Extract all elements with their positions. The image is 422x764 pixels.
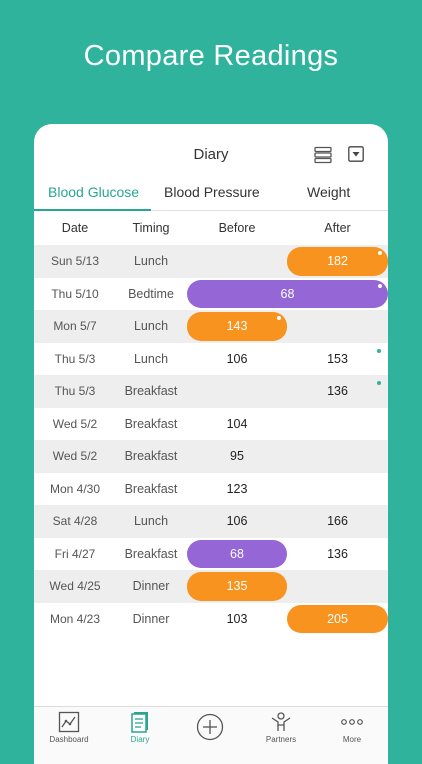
row-date: Mon 4/30 <box>49 481 101 496</box>
row-timing: Breakfast <box>124 546 178 561</box>
row-before-value: 106 <box>226 351 248 366</box>
nav-label: Partners <box>265 735 297 744</box>
row-before-value <box>187 245 287 278</box>
reading-pill: 68 <box>187 279 388 308</box>
row-date: Wed 5/2 <box>52 449 98 463</box>
table-row[interactable]: Fri 4/27 Breakfast 68 136 <box>34 538 388 571</box>
row-after-value <box>287 310 388 343</box>
row-after-value <box>287 408 388 441</box>
column-header-after: After <box>324 221 351 235</box>
row-before-value: 123 <box>226 481 248 496</box>
note-indicator <box>277 316 281 320</box>
row-date: Thu 5/10 <box>51 286 99 301</box>
table-row[interactable]: Mon 4/23 Dinner 103 205 <box>34 603 388 636</box>
row-date: Wed 5/2 <box>52 416 98 431</box>
tab-bar: Blood Glucose Blood Pressure Weight <box>34 182 388 211</box>
list-view-icon[interactable] <box>314 146 332 164</box>
bottom-nav: Dashboard Diary Par <box>34 706 388 764</box>
reading-pill: 182 <box>287 247 388 276</box>
reading-pill: 143 <box>187 312 287 341</box>
nav-label: Diary <box>130 735 150 744</box>
top-bar: Diary <box>34 124 388 182</box>
reading-pill: 205 <box>287 604 388 633</box>
row-before-value: 103 <box>226 611 248 626</box>
nav-diary[interactable]: Diary <box>105 711 175 744</box>
row-timing: Breakfast <box>124 449 178 463</box>
table-row[interactable]: Thu 5/3 Breakfast 136 <box>34 375 388 408</box>
row-after-value <box>287 570 388 603</box>
dropdown-icon[interactable] <box>348 146 364 162</box>
tab-blood-pressure[interactable]: Blood Pressure <box>164 184 260 200</box>
dashboard-icon <box>58 711 80 733</box>
table-row[interactable]: Thu 5/3 Lunch 106 153 <box>34 343 388 376</box>
row-timing: Breakfast <box>124 481 178 496</box>
row-after-value: 153 <box>327 351 348 366</box>
headline: Compare Readings <box>83 40 339 72</box>
row-timing: Lunch <box>133 514 169 528</box>
row-timing: Breakfast <box>124 384 178 398</box>
table-row[interactable]: Wed 5/2 Breakfast 104 <box>34 408 388 441</box>
row-after-value: 166 <box>327 514 348 528</box>
row-before-value: 104 <box>226 416 248 431</box>
column-header-before: Before <box>218 221 256 235</box>
row-after-value: 136 <box>327 384 348 398</box>
row-date: Sun 5/13 <box>50 254 100 268</box>
reading-pill: 68 <box>187 539 287 568</box>
row-date: Sat 4/28 <box>52 514 98 528</box>
note-indicator <box>377 381 381 385</box>
table-row[interactable]: Mon 4/30 Breakfast 123 <box>34 473 388 506</box>
table-row[interactable]: Wed 4/25 Dinner 135 <box>34 570 388 603</box>
table-row[interactable]: Wed 5/2 Breakfast 95 <box>34 440 388 473</box>
page-title: Diary <box>193 146 229 163</box>
note-indicator <box>378 283 382 288</box>
partners-icon <box>271 712 291 731</box>
note-indicator <box>378 251 382 255</box>
nav-label: More <box>342 735 362 744</box>
row-date: Thu 5/3 <box>54 384 96 398</box>
app-screen: Diary Blood Glucose Blood Pressure Weigh… <box>34 124 388 764</box>
row-before-value <box>187 375 287 408</box>
row-date: Thu 5/3 <box>54 351 96 366</box>
column-header-timing: Timing <box>132 221 170 235</box>
row-timing: Lunch <box>133 254 169 268</box>
row-timing: Lunch <box>133 319 169 333</box>
add-icon <box>196 713 224 741</box>
row-timing: Bedtime <box>128 286 174 301</box>
nav-more[interactable]: More <box>317 711 387 744</box>
nav-add[interactable] <box>175 713 245 743</box>
diary-icon <box>131 712 148 733</box>
row-date: Wed 4/25 <box>49 579 101 593</box>
row-after-value: 136 <box>327 546 348 561</box>
table-row[interactable]: Mon 5/7 Lunch 143 <box>34 310 388 343</box>
note-indicator <box>377 348 381 353</box>
reading-pill: 135 <box>187 572 287 601</box>
row-after-value <box>287 440 388 473</box>
more-icon <box>341 719 363 725</box>
table-row[interactable]: Thu 5/10 Bedtime 68 <box>34 278 388 311</box>
tab-weight[interactable]: Weight <box>307 184 351 200</box>
column-header-date: Date <box>61 221 89 235</box>
tab-blood-glucose[interactable]: Blood Glucose <box>48 184 140 200</box>
table-row[interactable]: Sat 4/28 Lunch 106 166 <box>34 505 388 538</box>
row-before-value: 95 <box>230 449 244 463</box>
active-tab-indicator <box>34 209 151 211</box>
nav-label: Dashboard <box>49 735 89 744</box>
row-before-value: 106 <box>226 514 248 528</box>
row-date: Fri 4/27 <box>54 546 96 561</box>
row-after-value <box>287 473 388 506</box>
row-timing: Lunch <box>133 351 169 366</box>
row-date: Mon 5/7 <box>53 319 97 333</box>
nav-partners[interactable]: Partners <box>246 711 316 744</box>
row-date: Mon 4/23 <box>49 611 101 626</box>
row-timing: Breakfast <box>124 416 178 431</box>
nav-dashboard[interactable]: Dashboard <box>34 711 104 744</box>
row-timing: Dinner <box>132 611 170 626</box>
readings-list: Sun 5/13 Lunch 182 Thu 5/10 Bedtime 68 Mon 5/7… <box>34 245 388 635</box>
table-row[interactable]: Sun 5/13 Lunch 182 <box>34 245 388 278</box>
row-timing: Dinner <box>132 579 170 593</box>
